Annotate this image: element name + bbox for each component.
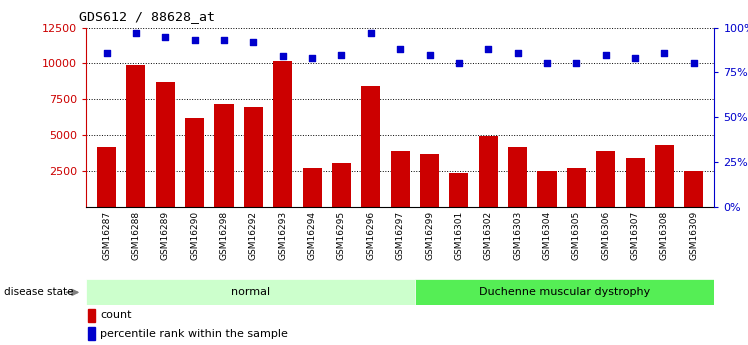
Text: GSM16303: GSM16303 bbox=[513, 210, 522, 260]
Text: GSM16301: GSM16301 bbox=[454, 210, 464, 260]
Text: GSM16290: GSM16290 bbox=[190, 210, 199, 260]
Text: GSM16305: GSM16305 bbox=[571, 210, 581, 260]
Bar bbox=[450, 172, 468, 207]
Text: GSM16298: GSM16298 bbox=[219, 210, 229, 260]
Text: GSM16292: GSM16292 bbox=[249, 210, 258, 260]
Bar bbox=[596, 151, 616, 207]
Point bbox=[130, 30, 142, 36]
Bar bbox=[538, 171, 557, 207]
Point bbox=[571, 61, 583, 66]
Point bbox=[218, 37, 230, 43]
Bar bbox=[361, 87, 381, 207]
Point bbox=[365, 30, 377, 36]
Point bbox=[100, 50, 112, 56]
Point bbox=[482, 46, 494, 52]
Text: count: count bbox=[100, 310, 132, 321]
Bar bbox=[567, 168, 586, 207]
Text: GSM16304: GSM16304 bbox=[542, 210, 551, 260]
Text: GSM16288: GSM16288 bbox=[132, 210, 141, 260]
Point bbox=[423, 52, 435, 57]
Bar bbox=[88, 327, 96, 340]
Bar bbox=[625, 158, 645, 207]
Text: GSM16289: GSM16289 bbox=[161, 210, 170, 260]
Text: GSM16295: GSM16295 bbox=[337, 210, 346, 260]
Bar bbox=[185, 118, 204, 207]
Bar bbox=[684, 171, 703, 207]
Point bbox=[688, 61, 700, 66]
Text: percentile rank within the sample: percentile rank within the sample bbox=[100, 328, 288, 338]
Bar bbox=[415, 279, 714, 305]
Text: disease state: disease state bbox=[4, 287, 73, 297]
Text: GSM16296: GSM16296 bbox=[367, 210, 375, 260]
Bar bbox=[273, 61, 292, 207]
Point bbox=[394, 46, 406, 52]
Bar bbox=[86, 279, 415, 305]
Point bbox=[629, 55, 641, 61]
Point bbox=[658, 50, 670, 56]
Bar bbox=[508, 147, 527, 207]
Text: Duchenne muscular dystrophy: Duchenne muscular dystrophy bbox=[479, 287, 650, 297]
Text: GSM16287: GSM16287 bbox=[102, 210, 111, 260]
Point bbox=[306, 55, 318, 61]
Point bbox=[248, 39, 260, 45]
Bar bbox=[302, 168, 322, 207]
Bar bbox=[655, 145, 674, 207]
Text: GSM16294: GSM16294 bbox=[307, 210, 316, 260]
Point bbox=[277, 53, 289, 59]
Text: normal: normal bbox=[231, 287, 270, 297]
Point bbox=[600, 52, 612, 57]
Text: GSM16308: GSM16308 bbox=[660, 210, 669, 260]
Point bbox=[335, 52, 347, 57]
Text: GSM16297: GSM16297 bbox=[396, 210, 405, 260]
Point bbox=[188, 37, 200, 43]
Bar bbox=[390, 151, 410, 207]
Text: GSM16299: GSM16299 bbox=[425, 210, 434, 260]
Text: GSM16302: GSM16302 bbox=[484, 210, 493, 260]
Bar bbox=[156, 82, 175, 207]
Bar bbox=[215, 104, 233, 207]
Bar bbox=[88, 309, 96, 322]
Text: GSM16306: GSM16306 bbox=[601, 210, 610, 260]
Point bbox=[453, 61, 465, 66]
Text: GDS612 / 88628_at: GDS612 / 88628_at bbox=[79, 10, 215, 23]
Text: GSM16293: GSM16293 bbox=[278, 210, 287, 260]
Text: GSM16307: GSM16307 bbox=[631, 210, 640, 260]
Bar bbox=[479, 136, 498, 207]
Text: GSM16309: GSM16309 bbox=[690, 210, 699, 260]
Bar bbox=[126, 65, 145, 207]
Bar bbox=[420, 154, 439, 207]
Bar bbox=[97, 147, 116, 207]
Point bbox=[512, 50, 524, 56]
Point bbox=[159, 34, 171, 39]
Point bbox=[541, 61, 553, 66]
Bar bbox=[244, 107, 263, 207]
Bar bbox=[332, 162, 351, 207]
